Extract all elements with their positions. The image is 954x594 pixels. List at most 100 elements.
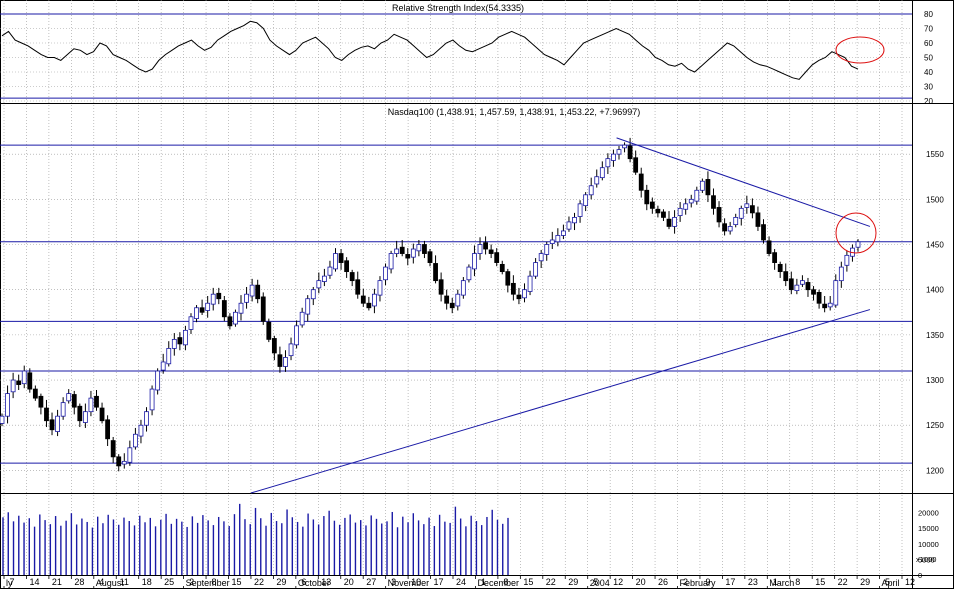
candle-body (10, 379, 16, 393)
candle-body (21, 370, 27, 385)
candle-body (727, 226, 733, 232)
candle-body (227, 316, 233, 327)
candle-body (494, 252, 500, 263)
candle-body (38, 395, 44, 408)
candle-body (505, 271, 511, 286)
candle-body (444, 295, 450, 304)
volume-tick-label: 0 (918, 571, 922, 580)
rsi-line (1, 20, 859, 80)
candle-body (210, 293, 216, 305)
candle-body (338, 253, 344, 263)
candle-body (66, 393, 72, 402)
x-day-label: 15 (815, 577, 825, 587)
price-tick-label: 1450 (926, 241, 944, 250)
x-day-label: 14 (29, 577, 39, 587)
x-day-label: 28 (74, 577, 84, 587)
x-day-label: 18 (142, 577, 152, 587)
x-month-label: September (186, 578, 230, 588)
candle-body (472, 253, 477, 270)
candle-body (216, 292, 222, 300)
candle-body (611, 153, 616, 161)
rsi-tick-label: 80 (924, 10, 933, 19)
candle-body (855, 241, 861, 248)
candle-body (761, 224, 766, 241)
candle-body (360, 295, 366, 304)
candle-body (666, 218, 672, 227)
rsi-tick-label: 60 (924, 39, 933, 48)
candle-body (138, 424, 144, 437)
candle-body (183, 329, 188, 346)
candle-body (133, 433, 138, 448)
x-day-label: 29 (568, 577, 578, 587)
candle-body (127, 447, 133, 463)
candle-body (27, 372, 33, 390)
x-day-label: 22 (838, 577, 848, 587)
candle-body (255, 284, 261, 300)
candle-body (199, 307, 205, 313)
candle-body (99, 407, 105, 422)
candle-body (599, 167, 605, 179)
candle-body (205, 302, 211, 311)
candle-body (605, 158, 611, 168)
x-day-label: 25 (164, 577, 174, 587)
candle-body (549, 239, 555, 245)
x-day-label: 22 (546, 577, 556, 587)
candle-body (805, 282, 811, 291)
candle-body (749, 205, 755, 214)
candle-body (510, 282, 516, 295)
candle-body (649, 201, 655, 209)
x-month-label: ly (6, 578, 13, 588)
candle-body (244, 293, 249, 303)
volume-panel: 20000 15000 10000 5000 0 x1000 (2, 503, 939, 580)
trendline (250, 309, 871, 494)
price-highlight-circle (835, 212, 877, 254)
candle-body (433, 263, 438, 282)
x-day-label: 1 (773, 577, 778, 587)
volume-unit-label: x1000 (916, 555, 936, 564)
candle-body (827, 302, 833, 308)
candle-body (149, 388, 155, 411)
price-tick-label: 1400 (926, 286, 944, 295)
candle-body (466, 266, 472, 281)
price-panel: 1550 1500 1450 1400 1350 1300 1250 1200 (0, 137, 944, 494)
candle-body (221, 300, 227, 318)
candle-body (177, 337, 183, 345)
candle-body (655, 208, 661, 214)
candle-body (516, 294, 522, 300)
candle-body (44, 407, 49, 422)
candle-body (588, 185, 594, 196)
candle-body (333, 253, 338, 270)
x-day-label: 17 (725, 577, 735, 587)
candle-body (644, 189, 650, 205)
x-day-label: 20 (344, 577, 354, 587)
candle-body (416, 244, 422, 252)
candle-body (372, 293, 377, 307)
candle-body (844, 254, 850, 266)
candle-body (822, 303, 828, 309)
candle-body (394, 248, 400, 254)
price-tick-label: 1350 (926, 331, 944, 340)
x-day-label: 8 (212, 577, 217, 587)
x-day-label: 9 (705, 577, 710, 587)
x-day-label: 12 (613, 577, 623, 587)
x-day-label: 23 (748, 577, 758, 587)
candle-body (388, 253, 394, 270)
rsi-tick-label: 50 (924, 54, 933, 63)
volume-tick-label: 15000 (918, 524, 939, 533)
rsi-tick-label: 40 (924, 68, 933, 77)
rsi-tick-label: 20 (924, 97, 933, 106)
candle-body (427, 251, 433, 263)
x-day-label: 15 (231, 577, 241, 587)
x-day-label: 11 (120, 577, 129, 587)
candle-body (349, 272, 355, 282)
candle-body (583, 194, 589, 207)
rsi-tick-label: 30 (924, 83, 933, 92)
rsi-panel: 80 70 60 50 40 30 20 (0, 10, 933, 106)
x-month-label: February (680, 578, 717, 588)
candle-body (800, 280, 805, 285)
x-month-label: April (882, 578, 900, 588)
candle-body (716, 207, 722, 223)
candle-body (277, 354, 283, 367)
